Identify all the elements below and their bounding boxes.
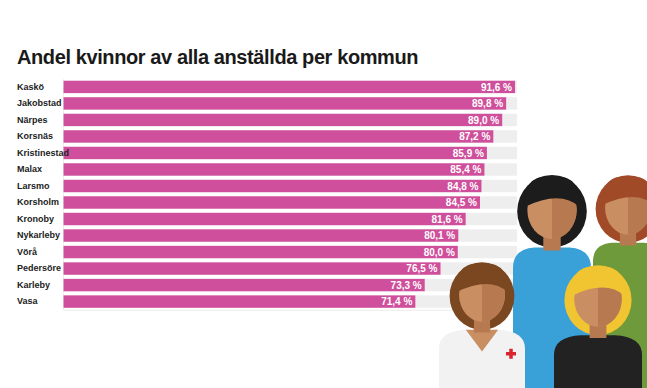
bar [63,196,480,208]
bar-track [63,81,517,93]
bar-track [63,295,517,307]
figure-hair [564,265,631,335]
tick-label: Kaskö [17,82,45,92]
data-label: 85,9 % [453,148,484,159]
data-label: 91,6 % [481,82,512,93]
data-label: 71,4 % [381,296,412,307]
figure-hair-top [571,266,624,296]
data-label: 84,5 % [446,197,477,208]
chart: Andel kvinnor av alla anställda per komm… [0,0,647,388]
tick: Jakobstad [17,98,63,108]
tick: Malax [17,164,63,174]
tick-label: Närpes [17,115,48,125]
bar [63,114,502,126]
data-label: 76,5 % [406,263,437,274]
axis-line [63,79,64,310]
tick-label: Malax [17,164,42,174]
bar-track [63,213,517,225]
bar-track [63,279,517,291]
tick: Kaskö [17,82,63,92]
red-cross [509,349,513,359]
tick: Kristinestad [17,148,69,158]
tick: Närpes [17,115,63,125]
bar-track [63,180,517,192]
tick: Korsnäs [17,131,63,141]
bar [63,213,466,225]
plot-area [63,81,517,308]
tick: Larsmo [17,181,63,191]
tick-label: Kronoby [17,214,54,224]
figure-hair [596,175,647,243]
data-label: 85,4 % [450,164,481,175]
figure-body [554,335,642,388]
bar-track [63,114,517,126]
bar-track [63,246,517,258]
data-labels: 91,6 % 89,8 % 89,0 % 87,2 % 85,9 % 85,4 % 84,8… [381,82,512,308]
bar [63,295,415,307]
bar [63,180,481,192]
tick: Nykarleby [17,230,63,240]
data-label: 89,0 % [468,115,499,126]
bar [63,130,493,142]
tick: Korsholm [17,197,63,207]
bar [63,81,515,93]
figure-hair [450,262,515,330]
tick-label: Nykarleby [17,230,60,240]
bar [63,229,458,241]
tick-label: Larsmo [17,181,50,191]
tick-label: Vörå [17,247,38,257]
tick: Kronoby [17,214,63,224]
tick: Pedersöre [17,263,63,273]
y-axis: Kaskö Jakobstad Närpes Korsnäs Kristinestad M… [17,79,69,310]
figure-body [439,330,525,388]
figure-hair-top [456,263,507,292]
bar-track [63,163,517,175]
bar [63,262,441,274]
tick: Vasa [17,296,63,306]
data-label: 89,8 % [472,98,503,109]
x-axis [64,310,518,311]
bar-track [63,147,517,159]
bar-track [63,196,517,208]
tick-label: Korsnäs [17,131,53,141]
bar [63,147,487,159]
figure-hair [517,175,587,248]
bar [63,279,425,291]
bar [63,97,506,109]
figure-hair-top [524,176,579,207]
tick-label: Karleby [17,280,50,290]
tick-label: Kristinestad [17,148,69,158]
tick: Karleby [17,280,63,290]
illustration [439,175,647,388]
title: Andel kvinnor av alla anställda per komm… [17,46,418,68]
tick-label: Jakobstad [17,98,62,108]
data-label: 81,6 % [432,214,463,225]
data-label: 73,3 % [391,280,422,291]
data-label: 80,0 % [424,247,455,258]
bar-track [63,97,517,109]
tick-label: Vasa [17,296,39,306]
tick: Vörå [17,247,63,257]
axis-line [64,310,518,311]
figure-hair-top [602,176,647,205]
bar-track [63,130,517,142]
data-label: 80,1 % [424,230,455,241]
tick-label: Korsholm [17,197,59,207]
bar [63,163,484,175]
bar-track [63,229,517,241]
data-label: 84,8 % [447,181,478,192]
figure-collar [466,330,498,352]
bar-track [63,262,517,274]
bar [63,246,458,258]
data-label: 87,2 % [459,131,490,142]
tick-label: Pedersöre [17,263,61,273]
